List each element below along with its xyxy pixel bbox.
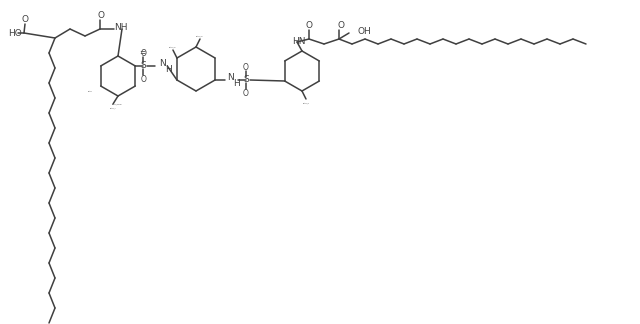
Text: =: = xyxy=(139,48,145,57)
Text: O: O xyxy=(243,64,249,73)
Text: O: O xyxy=(97,10,104,19)
Text: O: O xyxy=(22,16,29,25)
Text: methyl_r3: methyl_r3 xyxy=(303,102,310,104)
Text: OH: OH xyxy=(357,27,371,36)
Text: HN: HN xyxy=(292,37,305,45)
Text: N: N xyxy=(227,74,234,83)
Text: S: S xyxy=(140,62,146,71)
Text: methyl: methyl xyxy=(88,90,93,92)
Text: O: O xyxy=(140,75,147,84)
Text: O: O xyxy=(337,20,344,29)
Text: H: H xyxy=(165,64,172,74)
Text: methyl_r2r: methyl_r2r xyxy=(196,35,204,37)
Text: N: N xyxy=(159,60,166,68)
Text: O: O xyxy=(140,50,147,59)
Text: methyl_2: methyl_2 xyxy=(109,107,116,109)
Text: S: S xyxy=(243,75,249,85)
Text: O: O xyxy=(243,88,249,98)
Text: methyl_r2l: methyl_r2l xyxy=(169,46,177,48)
Text: NH: NH xyxy=(114,22,127,31)
Text: methyl_marker: methyl_marker xyxy=(111,103,122,105)
Text: HO: HO xyxy=(8,29,22,38)
Text: H: H xyxy=(233,78,240,87)
Text: O: O xyxy=(305,21,312,30)
